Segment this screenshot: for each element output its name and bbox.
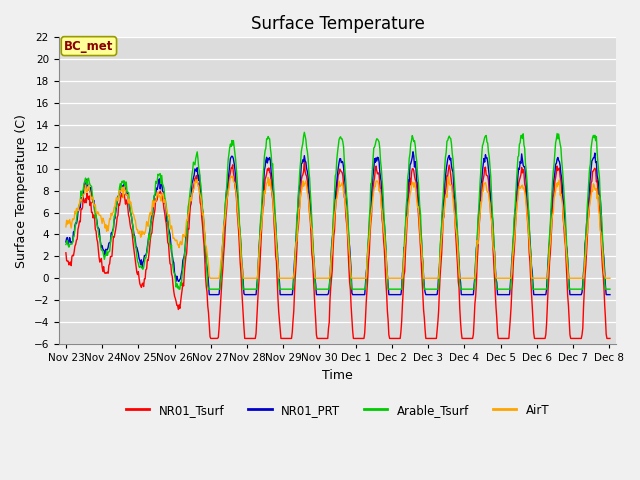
Title: Surface Temperature: Surface Temperature bbox=[251, 15, 424, 33]
Y-axis label: Surface Temperature (C): Surface Temperature (C) bbox=[15, 114, 28, 267]
Legend: NR01_Tsurf, NR01_PRT, Arable_Tsurf, AirT: NR01_Tsurf, NR01_PRT, Arable_Tsurf, AirT bbox=[121, 399, 554, 421]
X-axis label: Time: Time bbox=[322, 369, 353, 382]
Text: BC_met: BC_met bbox=[64, 39, 114, 53]
